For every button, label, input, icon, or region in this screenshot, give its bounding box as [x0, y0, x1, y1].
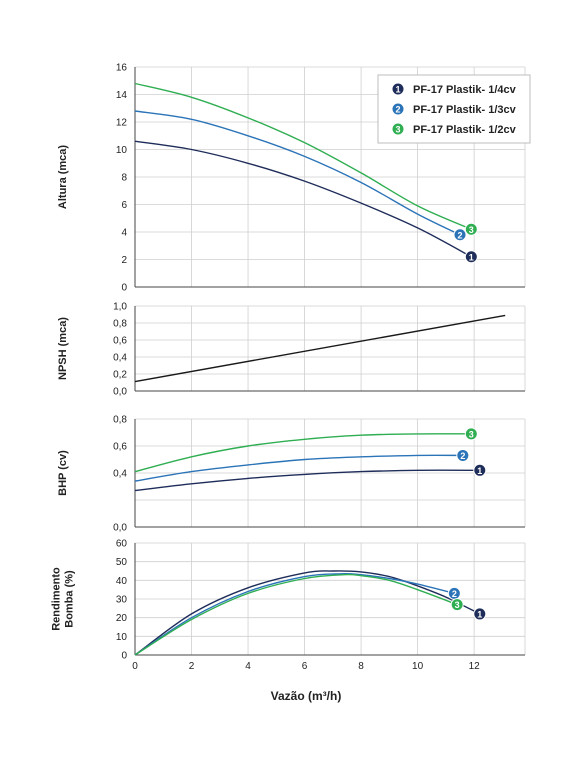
rendimento-end-marker-3-disc: [450, 598, 464, 612]
rendimento-series-line-2: [134, 573, 455, 656]
legend-marker-1-disc: [391, 82, 405, 96]
x-tick-label: 10: [412, 661, 424, 672]
legend-label-1: PF-17 Plastik- 1/4cv: [413, 84, 517, 96]
legend-marker-3-number: 3: [395, 125, 400, 135]
rendimento-ytick-label: 30: [116, 595, 128, 606]
legend-marker-2-disc: [391, 102, 405, 116]
rendimento-end-marker-1-number: 1: [477, 610, 482, 620]
legend-marker-3: 3: [391, 122, 405, 136]
npsh-series-line-1: [134, 314, 506, 383]
bhp-ytick-label: 0,8: [113, 415, 127, 426]
bhp-end-marker-3-disc: [464, 427, 478, 441]
altura-series-line-1: [134, 140, 472, 258]
bhp-end-marker-2-disc: [456, 448, 470, 462]
bhp-series-line-1: [134, 469, 480, 492]
rendimento-y-axis-label: Bomba (%): [64, 570, 76, 628]
altura-end-marker-2-disc: [453, 228, 467, 242]
altura-ytick-label: 0: [121, 283, 127, 294]
npsh-ytick-label: 0,8: [113, 319, 127, 330]
altura-end-marker-1: 1: [464, 250, 478, 264]
altura-end-marker-1-number: 1: [469, 252, 474, 262]
rendimento-end-marker-1-disc: [473, 607, 487, 621]
altura-end-marker-3-disc: [464, 222, 478, 236]
rendimento-end-marker-2: 2: [447, 586, 461, 600]
npsh-ytick-label: 0,4: [113, 353, 127, 364]
rendimento-ytick-label: 40: [116, 576, 128, 587]
rendimento-ytick-label: 20: [116, 613, 128, 624]
altura-y-axis-label: Altura (mca): [57, 145, 69, 210]
bhp-end-marker-1-number: 1: [477, 466, 482, 476]
rendimento-ytick-label: 50: [116, 557, 128, 568]
rendimento-ytick-label: 60: [116, 539, 128, 550]
legend-marker-2-number: 2: [395, 105, 400, 115]
rendimento-y-axis-label: Rendimento: [51, 567, 63, 631]
bhp-end-marker-3-number: 3: [469, 429, 474, 439]
series-layer: [134, 82, 506, 656]
altura-end-marker-2-number: 2: [457, 230, 462, 240]
altura-ytick-label: 12: [116, 118, 128, 129]
altura-end-marker-2: 2: [453, 228, 467, 242]
altura-series-line-3: [134, 82, 472, 230]
altura-ytick-label: 14: [116, 90, 128, 101]
legend-marker-3-disc: [391, 122, 405, 136]
x-tick-label: 6: [302, 661, 308, 672]
npsh-ytick-label: 0,0: [113, 387, 127, 398]
altura-end-marker-1-disc: [464, 250, 478, 264]
bhp-end-marker-3: 3: [464, 427, 478, 441]
x-tick-label: 12: [469, 661, 481, 672]
rendimento-end-marker-3-number: 3: [455, 600, 460, 610]
npsh-y-axis-label: NPSH (mca): [57, 317, 69, 380]
rendimento-end-marker-3: 3: [450, 598, 464, 612]
x-axis-label: Vazão (m³/h): [271, 689, 342, 703]
altura-ytick-label: 2: [121, 255, 127, 266]
legend-marker-1-number: 1: [395, 85, 400, 95]
bhp-end-marker-1-disc: [473, 463, 487, 477]
altura-series-line-2: [134, 110, 461, 236]
altura-end-marker-3: 3: [464, 222, 478, 236]
bhp-end-marker-2-number: 2: [460, 451, 465, 461]
legend-marker-2: 2: [391, 102, 405, 116]
x-tick-label: 8: [358, 661, 364, 672]
bhp-end-marker-2: 2: [456, 448, 470, 462]
x-tick-label: 2: [189, 661, 195, 672]
bhp-series-line-2: [134, 454, 463, 482]
legend-marker-1: 1: [391, 82, 405, 96]
altura-ytick-label: 4: [121, 228, 127, 239]
rendimento-ytick-label: 0: [121, 651, 127, 662]
bhp-y-axis-label: BHP (cv): [57, 450, 69, 496]
rendimento-series-line-3: [134, 573, 458, 656]
npsh-ytick-label: 0,2: [113, 370, 127, 381]
altura-ytick-label: 8: [121, 173, 127, 184]
legend-label-3: PF-17 Plastik- 1/2cv: [413, 124, 517, 136]
npsh-ytick-label: 0,6: [113, 336, 127, 347]
x-tick-label: 4: [245, 661, 251, 672]
npsh-ytick-label: 1,0: [113, 302, 127, 313]
rendimento-ytick-label: 10: [116, 632, 128, 643]
altura-ytick-label: 6: [121, 200, 127, 211]
legend-label-2: PF-17 Plastik- 1/3cv: [413, 104, 517, 116]
altura-end-marker-3-number: 3: [469, 225, 474, 235]
altura-ytick-label: 16: [116, 63, 128, 74]
altura-ytick-label: 10: [116, 145, 128, 156]
x-tick-label: 0: [132, 661, 138, 672]
rendimento-series-line-1: [134, 570, 481, 656]
rendimento-end-marker-1: 1: [473, 607, 487, 621]
bhp-ytick-label: 0,6: [113, 442, 127, 453]
bhp-series-line-3: [134, 433, 472, 473]
legend: 1 PF-17 Plastik- 1/4cv 2 PF-17 Plastik- 1/3…: [377, 74, 531, 144]
bhp-ytick-label: 0,4: [113, 469, 127, 480]
bhp-ytick-label: 0,0: [113, 523, 127, 534]
rendimento-end-marker-2-number: 2: [452, 589, 457, 599]
bhp-end-marker-1: 1: [473, 463, 487, 477]
